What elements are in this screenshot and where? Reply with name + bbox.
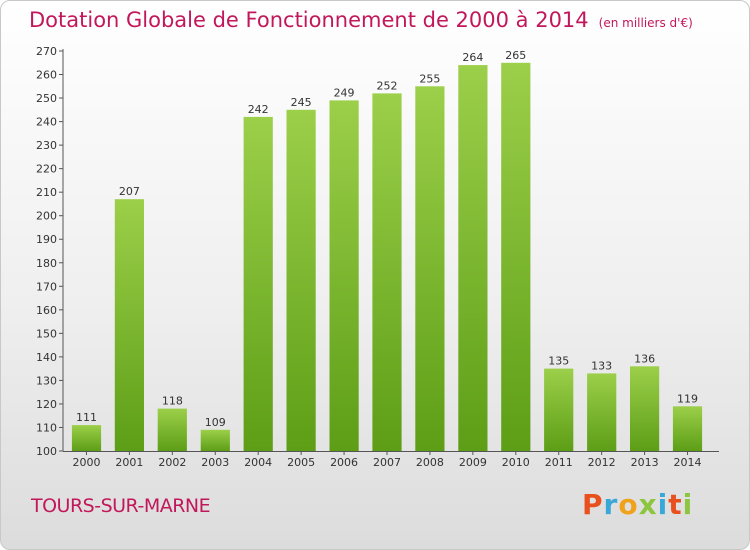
bar-value-label: 118 xyxy=(162,395,183,408)
town-name: TOURS-SUR-MARNE xyxy=(31,495,211,517)
y-tick-label: 160 xyxy=(36,304,57,317)
bar-2014 xyxy=(672,406,703,451)
y-tick-label: 190 xyxy=(36,233,57,246)
x-tick-label: 2001 xyxy=(115,456,143,469)
x-tick-label: 2013 xyxy=(631,456,659,469)
logo-letter: i xyxy=(682,488,694,521)
logo-letter: r xyxy=(603,488,619,521)
bar-2006 xyxy=(329,100,359,452)
y-tick-label: 110 xyxy=(36,421,57,434)
logo-letter: t xyxy=(668,488,683,521)
logo-letter: P xyxy=(582,488,604,521)
bar-2002 xyxy=(157,408,187,451)
x-tick-label: 2011 xyxy=(545,456,573,469)
logo-letter: o xyxy=(618,488,639,521)
x-tick-label: 2000 xyxy=(72,456,100,469)
bar-value-label: 252 xyxy=(377,79,398,92)
x-tick-label: 2012 xyxy=(588,456,616,469)
bar-value-label: 249 xyxy=(334,86,355,99)
proxiti-logo[interactable]: Proxiti xyxy=(582,488,693,521)
bar-value-label: 265 xyxy=(505,49,526,62)
bar-2013 xyxy=(630,366,660,451)
y-tick-label: 150 xyxy=(36,327,57,340)
x-tick-label: 2010 xyxy=(502,456,530,469)
bar-2003 xyxy=(200,429,230,451)
bar-value-label: 136 xyxy=(634,352,655,365)
x-tick-label: 2005 xyxy=(287,456,315,469)
chart-title: Dotation Globale de Fonctionnement de 20… xyxy=(29,8,693,32)
bar-value-label: 245 xyxy=(291,96,312,109)
y-tick-label: 250 xyxy=(36,92,57,105)
bar-2004 xyxy=(243,116,273,452)
y-tick-label: 200 xyxy=(36,210,57,223)
y-tick-label: 210 xyxy=(36,186,57,199)
y-tick-label: 220 xyxy=(36,163,57,176)
chart-axes: 100 110 120 130 140 150 160 170 180 190 200 210 220 2… xyxy=(36,45,719,469)
y-tick-label: 240 xyxy=(36,116,57,129)
logo-letter: x xyxy=(638,488,658,521)
y-tick-label: 130 xyxy=(36,374,57,387)
x-tick-label: 2002 xyxy=(158,456,186,469)
bar-value-label: 133 xyxy=(591,359,612,372)
chart-title-text: Dotation Globale de Fonctionnement de 20… xyxy=(29,8,589,32)
bar-value-label: 207 xyxy=(119,185,140,198)
bar-value-label: 111 xyxy=(76,411,97,424)
x-tick-label: 2006 xyxy=(330,456,358,469)
y-tick-label: 270 xyxy=(36,45,57,58)
bar-value-label: 119 xyxy=(677,392,698,405)
logo-letter: i xyxy=(657,488,669,521)
bar-2010 xyxy=(501,62,531,452)
bar-2005 xyxy=(286,109,316,452)
bar-value-label: 109 xyxy=(205,416,226,429)
bar-value-label: 255 xyxy=(419,72,440,85)
bar-2007 xyxy=(372,93,402,452)
bar-value-label: 135 xyxy=(548,355,569,368)
y-tick-label: 120 xyxy=(36,398,57,411)
y-tick-label: 140 xyxy=(36,351,57,364)
bar-value-label: 264 xyxy=(462,51,483,64)
bar-2011 xyxy=(544,368,574,451)
bar-2012 xyxy=(587,373,617,451)
y-tick-label: 100 xyxy=(36,445,57,458)
y-tick-label: 230 xyxy=(36,139,57,152)
x-tick-label: 2004 xyxy=(244,456,272,469)
y-tick-label: 260 xyxy=(36,69,57,82)
chart-subtitle: (en milliers d'€) xyxy=(598,16,693,30)
bar-2008 xyxy=(415,86,445,452)
y-tick-label: 170 xyxy=(36,280,57,293)
bar-value-label: 242 xyxy=(248,103,269,116)
y-tick-label: 180 xyxy=(36,257,57,270)
x-tick-label: 2007 xyxy=(373,456,401,469)
x-tick-label: 2014 xyxy=(674,456,702,469)
bar-2000 xyxy=(71,425,102,451)
bar-2001 xyxy=(114,199,144,451)
chart-bars: 111 207 118 109 242 245 249 252 255 264 265 135 133 1… xyxy=(71,49,703,452)
x-tick-label: 2003 xyxy=(201,456,229,469)
x-tick-label: 2009 xyxy=(459,456,487,469)
bar-2009 xyxy=(458,65,488,451)
x-tick-label: 2008 xyxy=(416,456,444,469)
